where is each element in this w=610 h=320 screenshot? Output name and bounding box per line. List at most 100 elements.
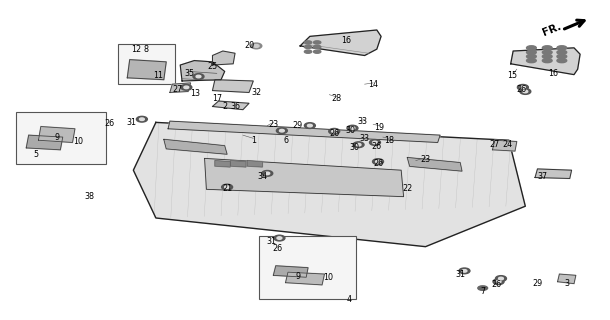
Circle shape — [523, 90, 528, 93]
Polygon shape — [164, 139, 227, 154]
Bar — [259, 236, 356, 299]
Text: 33: 33 — [358, 116, 368, 126]
Ellipse shape — [314, 50, 321, 53]
Text: 5: 5 — [34, 150, 38, 159]
Text: 26: 26 — [371, 142, 382, 151]
Circle shape — [304, 123, 315, 128]
Circle shape — [376, 160, 381, 163]
Text: 9: 9 — [54, 132, 59, 141]
Ellipse shape — [526, 59, 536, 63]
Text: 23: 23 — [420, 155, 431, 164]
Circle shape — [221, 184, 232, 190]
Circle shape — [356, 143, 361, 146]
Circle shape — [495, 276, 506, 281]
Polygon shape — [231, 161, 246, 167]
Polygon shape — [285, 272, 325, 285]
Text: 9: 9 — [295, 272, 300, 281]
Circle shape — [520, 89, 531, 94]
Circle shape — [332, 130, 337, 132]
Circle shape — [274, 235, 285, 241]
Text: 10: 10 — [74, 137, 84, 146]
Ellipse shape — [314, 45, 321, 49]
Ellipse shape — [557, 54, 567, 59]
Polygon shape — [38, 126, 75, 142]
Polygon shape — [180, 60, 224, 81]
Text: 14: 14 — [368, 80, 378, 89]
Ellipse shape — [478, 286, 487, 290]
Text: 10: 10 — [323, 273, 333, 282]
Text: 27: 27 — [172, 85, 182, 94]
Polygon shape — [558, 274, 576, 284]
Text: 2: 2 — [222, 102, 228, 111]
Text: 29: 29 — [533, 279, 543, 288]
Circle shape — [347, 125, 358, 131]
Text: FR.: FR. — [540, 21, 562, 38]
Circle shape — [307, 124, 312, 127]
Polygon shape — [212, 51, 235, 65]
Text: 34: 34 — [257, 172, 267, 181]
Polygon shape — [204, 158, 404, 197]
Text: 19: 19 — [374, 123, 384, 132]
Text: 6: 6 — [283, 136, 288, 145]
Text: 22: 22 — [402, 184, 412, 193]
Ellipse shape — [304, 45, 312, 49]
Ellipse shape — [542, 54, 552, 59]
Ellipse shape — [304, 41, 312, 44]
Text: 36: 36 — [230, 102, 240, 111]
Text: 23: 23 — [268, 120, 278, 129]
Text: 35: 35 — [184, 69, 195, 78]
Circle shape — [498, 277, 503, 280]
Ellipse shape — [542, 50, 552, 54]
Text: 1: 1 — [251, 136, 256, 145]
Text: 26: 26 — [104, 119, 114, 128]
Ellipse shape — [557, 59, 567, 63]
Text: 31: 31 — [455, 269, 465, 279]
Text: 26: 26 — [373, 159, 383, 168]
Text: 26: 26 — [492, 280, 502, 289]
Circle shape — [181, 84, 192, 90]
Polygon shape — [511, 48, 580, 75]
Text: 21: 21 — [222, 184, 232, 193]
Text: 30: 30 — [350, 143, 360, 152]
Ellipse shape — [526, 50, 536, 54]
Text: 15: 15 — [507, 71, 517, 80]
Ellipse shape — [304, 50, 312, 53]
Text: 4: 4 — [346, 295, 351, 304]
Circle shape — [276, 128, 287, 133]
Polygon shape — [247, 161, 262, 167]
Polygon shape — [134, 123, 525, 247]
Circle shape — [373, 141, 378, 144]
Text: 38: 38 — [84, 192, 94, 201]
Polygon shape — [168, 121, 440, 142]
Polygon shape — [535, 169, 572, 179]
Polygon shape — [127, 60, 167, 80]
Text: 33: 33 — [360, 134, 370, 143]
Circle shape — [459, 268, 470, 274]
Text: 16: 16 — [342, 36, 351, 45]
Circle shape — [329, 128, 340, 134]
Circle shape — [520, 86, 525, 89]
Text: 3: 3 — [564, 279, 569, 288]
Circle shape — [262, 171, 273, 176]
Circle shape — [353, 142, 364, 148]
Text: 7: 7 — [480, 287, 486, 296]
Circle shape — [265, 172, 270, 175]
Circle shape — [279, 129, 284, 132]
Circle shape — [496, 280, 501, 283]
Circle shape — [224, 186, 229, 188]
Text: 20: 20 — [244, 41, 254, 51]
Text: 27: 27 — [490, 140, 500, 149]
Text: 12: 12 — [131, 44, 141, 54]
Circle shape — [196, 75, 201, 78]
Ellipse shape — [542, 46, 552, 50]
Text: 30: 30 — [346, 126, 356, 135]
Ellipse shape — [526, 54, 536, 59]
Ellipse shape — [254, 44, 259, 47]
Circle shape — [373, 159, 384, 164]
Text: 37: 37 — [537, 172, 547, 181]
Polygon shape — [300, 30, 381, 55]
Ellipse shape — [542, 59, 552, 63]
Text: 17: 17 — [212, 94, 222, 103]
Polygon shape — [212, 101, 249, 110]
Circle shape — [462, 270, 467, 272]
